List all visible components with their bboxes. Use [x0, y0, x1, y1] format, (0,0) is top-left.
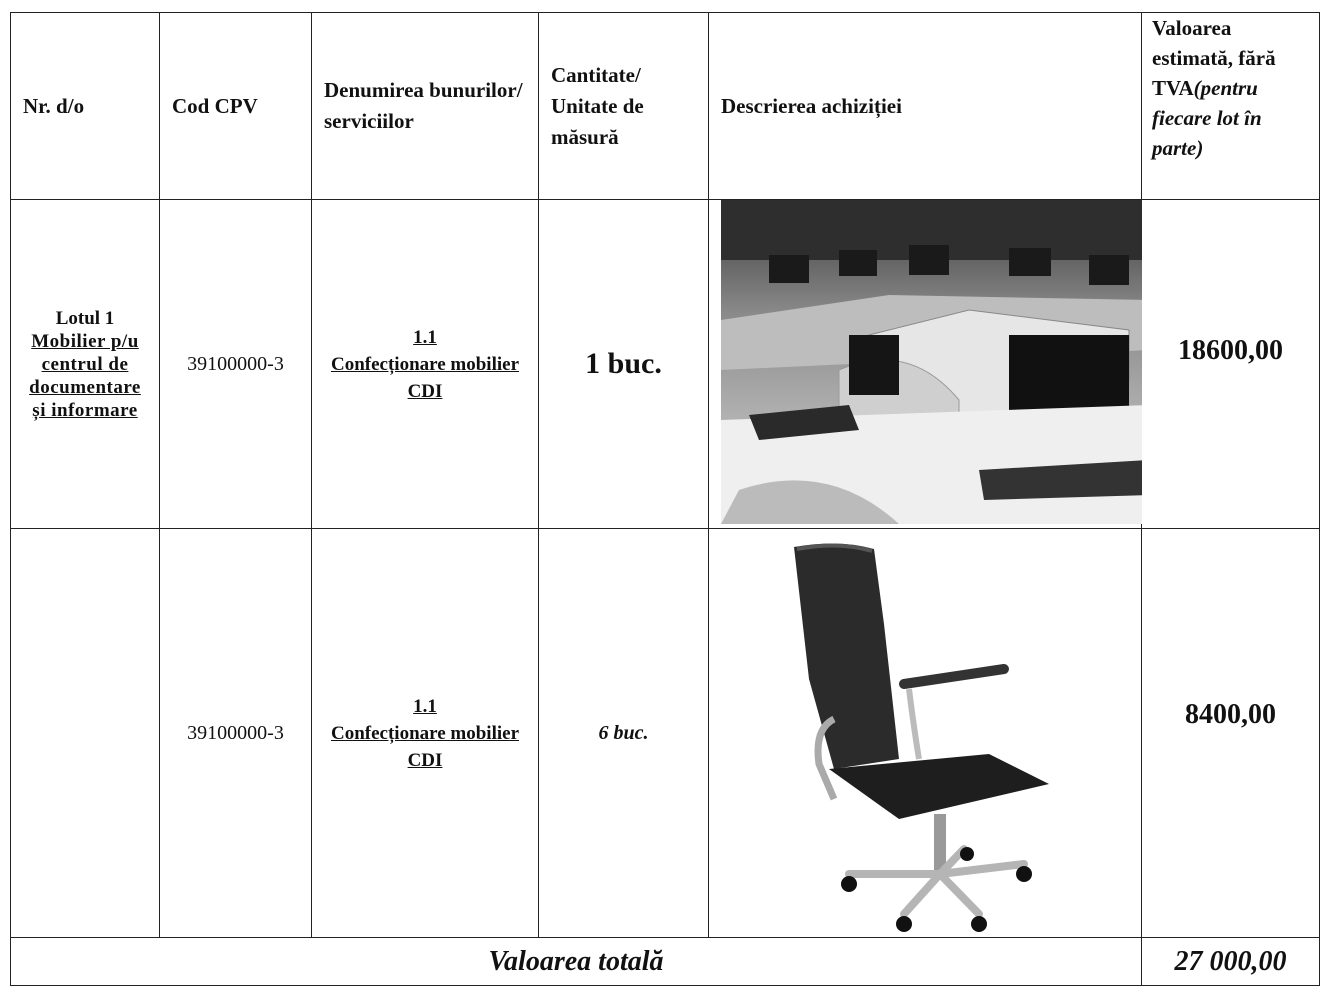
quantity: 6 buc. — [538, 528, 709, 938]
image-cell — [708, 528, 1142, 938]
item-cell: 1.1 Confecționare mobilier CDI — [311, 528, 539, 938]
total-value: 27 000,00 — [1141, 937, 1320, 986]
procurement-table: Nr. d/o Cod CPV Denumirea bunurilor/ ser… — [10, 12, 1320, 986]
office-photo — [721, 200, 1142, 524]
item-name: Confecționare mobilier CDI — [330, 722, 520, 771]
row: 39100000-3 1.1 Confecționare mobilier CDI… — [10, 528, 1320, 938]
value-title: Valoarea estimată, fără TVA — [1152, 16, 1276, 100]
header-cell: Cantitate/ Unitate de măsură — [538, 12, 709, 200]
item-cell: 1.1 Confecționare mobilier CDI — [311, 199, 539, 529]
value: 18600,00 — [1141, 199, 1320, 529]
image-cell — [708, 199, 1142, 529]
empty-cell — [10, 528, 160, 938]
total-row: Valoarea totală 27 000,00 — [10, 937, 1320, 986]
header-cell: Cod CPV — [159, 12, 312, 200]
chair-photo — [794, 543, 1049, 932]
item-name: Confecționare mobilier CDI — [330, 353, 520, 402]
header-row: Nr. d/o Cod CPV Denumirea bunurilor/ ser… — [10, 12, 1320, 200]
row: Lotul 1 Mobilier p/u centrul de documenta… — [10, 199, 1320, 529]
lot: Lotul 1 — [55, 307, 115, 329]
item-number: 1.1 — [413, 695, 437, 717]
header-cell: Denumirea bunurilor/ serviciilor — [311, 12, 539, 200]
total-label: Valoarea totală — [10, 937, 1142, 986]
value: 8400,00 — [1141, 528, 1320, 938]
cpv: 39100000-3 — [159, 528, 312, 938]
header-cell: Nr. d/o — [10, 12, 160, 200]
header-cell: Descrierea achiziției — [708, 12, 1142, 200]
lot-name: Mobilier p/u centrul de documentare și i… — [29, 330, 141, 421]
cpv: 39100000-3 — [159, 199, 312, 529]
header-cell: Valoarea estimată, fără TVA(pentru fieca… — [1141, 12, 1320, 200]
quantity: 1 buc. — [538, 199, 709, 529]
value-note: (pentru fiecare lot în parte) — [1152, 76, 1262, 160]
item-number: 1.1 — [413, 326, 437, 348]
lot-cell: Lotul 1 Mobilier p/u centrul de documenta… — [10, 199, 160, 529]
